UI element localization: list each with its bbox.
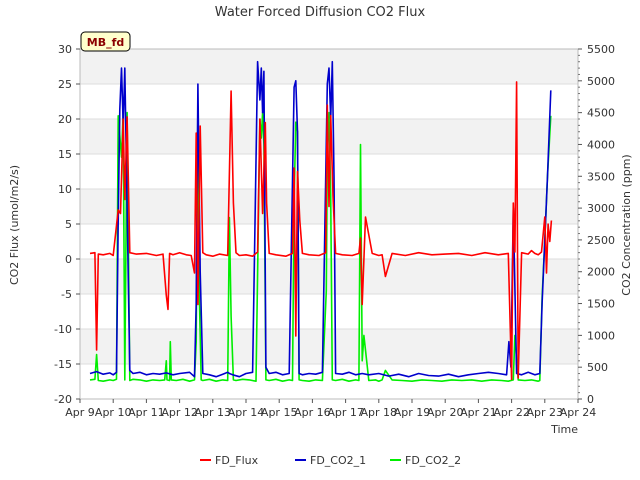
- x-tick-label: Apr 24: [560, 406, 597, 419]
- y-left-tick-label: 15: [58, 148, 72, 161]
- plot-band: [80, 259, 578, 294]
- x-tick-label: Apr 9: [65, 406, 95, 419]
- x-tick-label: Apr 15: [261, 406, 298, 419]
- y-left-tick-label: -20: [54, 393, 72, 406]
- site-badge-box: [80, 31, 131, 52]
- y-left-tick-label: 10: [58, 183, 72, 196]
- series-line-fd-flux: [89, 81, 553, 381]
- series-line-fd-co2-1: [89, 60, 552, 378]
- legend-label: FD_CO2_1: [310, 454, 366, 467]
- series-layer: [89, 60, 553, 383]
- y-right-tick-label: 4500: [587, 107, 615, 120]
- y-left-axis: -20 -15 -10 -5 0 5 10 15 20 25 30: [54, 43, 80, 406]
- x-tick-label: Apr 23: [527, 406, 564, 419]
- x-tick-label: Apr 10: [95, 406, 132, 419]
- legend: FD_Flux FD_CO2_1 FD_CO2_2: [200, 454, 461, 467]
- y-left-tick-label: -10: [54, 323, 72, 336]
- x-tick-label: Apr 22: [493, 406, 530, 419]
- x-tick-label: Apr 13: [195, 406, 232, 419]
- x-tick-label: Apr 21: [460, 406, 497, 419]
- y-right-tick-label: 3500: [587, 170, 615, 183]
- y-right-tick-label: 5500: [587, 43, 615, 56]
- y-left-tick-label: 5: [65, 218, 72, 231]
- y-right-tick-label: 500: [587, 361, 608, 374]
- x-tick-label: Apr 14: [228, 406, 265, 419]
- site-badge-label: MB_fd: [87, 36, 125, 49]
- y-right-tick-label: 1000: [587, 329, 615, 342]
- x-axis-label: Time: [550, 423, 578, 436]
- y-right-tick-label: 2000: [587, 266, 615, 279]
- y-right-tick-label: 5000: [587, 75, 615, 88]
- y-left-tick-label: -15: [54, 358, 72, 371]
- x-tick-label: Apr 17: [327, 406, 364, 419]
- legend-label: FD_Flux: [215, 454, 259, 467]
- plot-band: [80, 329, 578, 364]
- x-tick-label: Apr 20: [427, 406, 464, 419]
- chart-title: Water Forced Diffusion CO2 Flux: [215, 5, 426, 20]
- y-left-tick-label: 0: [65, 253, 72, 266]
- x-tick-label: Apr 16: [294, 406, 331, 419]
- y-left-tick-label: 20: [58, 113, 72, 126]
- y-left-tick-label: 30: [58, 43, 72, 56]
- y-right-tick-label: 1500: [587, 298, 615, 311]
- y-right-tick-label: 3000: [587, 202, 615, 215]
- y-right-axis: 0 500 1000 1500 2000 2500 3000 3500 4000 4500 5000…: [578, 43, 615, 406]
- y-right-tick-label: 2500: [587, 234, 615, 247]
- site-badge: MB_fd: [80, 31, 131, 52]
- x-tick-label: Apr 11: [128, 406, 165, 419]
- y-left-axis-label: CO2 Flux (umol/m2/s): [8, 165, 21, 285]
- x-tick-label: Apr 18: [361, 406, 398, 419]
- y-right-axis-label: CO2 Concentration (ppm): [620, 154, 633, 295]
- y-left-tick-label: 25: [58, 78, 72, 91]
- legend-label: FD_CO2_2: [405, 454, 461, 467]
- x-tick-label: Apr 19: [394, 406, 431, 419]
- y-left-tick-label: -5: [61, 288, 72, 301]
- y-right-tick-label: 4000: [587, 138, 615, 151]
- y-right-tick-label: 0: [587, 393, 594, 406]
- x-tick-label: Apr 12: [161, 406, 198, 419]
- series-line-fd-co2-2: [89, 105, 552, 383]
